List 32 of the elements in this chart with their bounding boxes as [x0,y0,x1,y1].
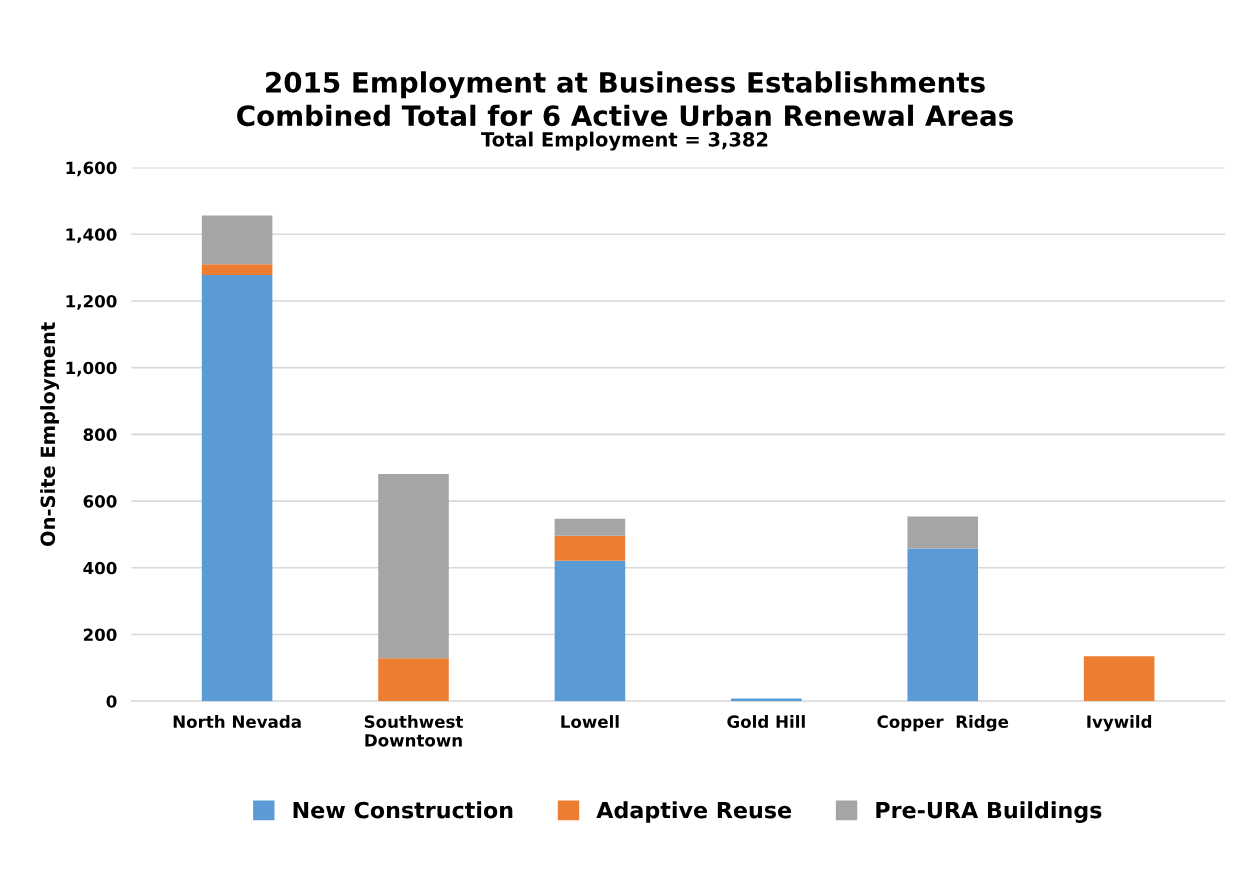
bar [201,274,273,702]
bar [201,215,273,265]
bar [201,264,273,275]
chart-subtitle: Total Employment = 3,382 [481,131,768,151]
y-axis-title: On-Site Employment [40,322,60,546]
bar [1083,656,1155,702]
x-tick-label: Gold Hill [727,715,805,728]
legend-label: Adaptive Reuse [596,801,792,823]
bar [378,474,449,659]
bar [907,548,979,702]
y-tick-label: 1,600 [66,161,117,177]
y-tick-label: 1,000 [66,361,117,377]
x-tick-label: Copper Ridge [877,715,1009,732]
bar [378,658,449,702]
y-tick-label: 800 [83,428,117,441]
y-tick-label: 0 [106,695,117,708]
x-tick-label: Southwest Downtown [364,715,463,747]
bar [554,518,626,536]
bar [907,516,979,549]
y-tick-label: 400 [83,561,117,575]
x-tick-label: North Nevada [173,715,301,728]
chart-title: 2015 Employment at Business Establishments Combined Total for 6 Active Urban Renewal Areas [237,71,1013,127]
bar [554,535,626,561]
x-tick-label: Ivywild [1087,715,1152,732]
bar [554,560,626,702]
y-tick-label: 1,400 [66,228,117,243]
legend-label: New Construction [293,801,513,819]
y-tick-label: 600 [83,495,117,508]
x-tick-label: Lowell [561,715,619,728]
y-tick-label: 1,200 [66,294,117,310]
legend-label: Pre-URA Buildings [876,801,1102,823]
y-tick-label: 200 [83,628,117,642]
